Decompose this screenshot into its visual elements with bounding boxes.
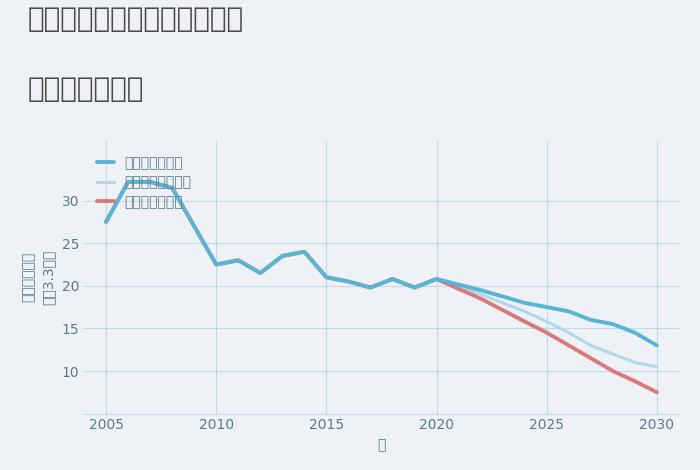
グッドシナリオ: [477, 287, 485, 293]
バッドシナリオ: [477, 296, 485, 301]
バッドシナリオ: [234, 258, 242, 263]
Legend: グッドシナリオ, ノーマルシナリオ, バッドシナリオ: グッドシナリオ, ノーマルシナリオ, バッドシナリオ: [97, 156, 192, 209]
グッドシナリオ: [124, 179, 132, 185]
バッドシナリオ: [653, 390, 662, 395]
バッドシナリオ: [587, 355, 595, 361]
ノーマルシナリオ: [102, 219, 110, 225]
ノーマルシナリオ: [565, 330, 573, 336]
バッドシナリオ: [344, 279, 353, 284]
グッドシナリオ: [433, 276, 441, 282]
グッドシナリオ: [521, 300, 529, 306]
バッドシナリオ: [410, 285, 419, 290]
グッドシナリオ: [300, 249, 309, 255]
グッドシナリオ: [366, 285, 375, 290]
グッドシナリオ: [256, 270, 265, 276]
グッドシナリオ: [344, 279, 353, 284]
バッドシナリオ: [521, 319, 529, 324]
ノーマルシナリオ: [256, 270, 265, 276]
Y-axis label: 単価（万円）
坪（3.3㎡）: 単価（万円） 坪（3.3㎡）: [22, 250, 56, 305]
X-axis label: 年: 年: [377, 438, 386, 452]
ノーマルシナリオ: [410, 285, 419, 290]
バッドシナリオ: [102, 219, 110, 225]
グッドシナリオ: [278, 253, 286, 259]
バッドシナリオ: [146, 179, 154, 185]
ノーマルシナリオ: [234, 258, 242, 263]
ノーマルシナリオ: [344, 279, 353, 284]
グッドシナリオ: [587, 317, 595, 323]
グッドシナリオ: [322, 274, 330, 280]
グッドシナリオ: [190, 223, 198, 229]
グッドシナリオ: [631, 330, 639, 336]
グッドシナリオ: [168, 185, 176, 191]
グッドシナリオ: [565, 308, 573, 314]
バッドシナリオ: [631, 378, 639, 384]
グッドシナリオ: [212, 262, 220, 267]
ノーマルシナリオ: [168, 185, 176, 191]
バッドシナリオ: [278, 253, 286, 259]
バッドシナリオ: [190, 223, 198, 229]
バッドシナリオ: [565, 343, 573, 348]
グッドシナリオ: [653, 343, 662, 348]
バッドシナリオ: [322, 274, 330, 280]
バッドシナリオ: [212, 262, 220, 267]
ノーマルシナリオ: [322, 274, 330, 280]
バッドシナリオ: [542, 330, 551, 336]
Text: 土地の価格推移: 土地の価格推移: [28, 75, 144, 103]
グッドシナリオ: [234, 258, 242, 263]
グッドシナリオ: [410, 285, 419, 290]
バッドシナリオ: [609, 368, 617, 374]
Line: ノーマルシナリオ: ノーマルシナリオ: [106, 182, 657, 367]
グッドシナリオ: [542, 304, 551, 310]
ノーマルシナリオ: [190, 223, 198, 229]
ノーマルシナリオ: [653, 364, 662, 369]
Line: グッドシナリオ: グッドシナリオ: [106, 182, 657, 345]
ノーマルシナリオ: [433, 276, 441, 282]
バッドシナリオ: [256, 270, 265, 276]
ノーマルシナリオ: [389, 276, 397, 282]
ノーマルシナリオ: [212, 262, 220, 267]
バッドシナリオ: [124, 179, 132, 185]
ノーマルシナリオ: [609, 351, 617, 357]
グッドシナリオ: [389, 276, 397, 282]
バッドシナリオ: [300, 249, 309, 255]
ノーマルシナリオ: [477, 291, 485, 297]
グッドシナリオ: [609, 321, 617, 327]
ノーマルシナリオ: [521, 308, 529, 314]
グッドシナリオ: [102, 219, 110, 225]
ノーマルシナリオ: [631, 360, 639, 365]
グッドシナリオ: [146, 179, 154, 185]
バッドシナリオ: [366, 285, 375, 290]
ノーマルシナリオ: [300, 249, 309, 255]
ノーマルシナリオ: [587, 343, 595, 348]
バッドシナリオ: [433, 276, 441, 282]
ノーマルシナリオ: [542, 319, 551, 324]
ノーマルシナリオ: [278, 253, 286, 259]
Line: バッドシナリオ: バッドシナリオ: [106, 182, 657, 392]
Text: 奈良県磯城郡三宅町上但馬の: 奈良県磯城郡三宅町上但馬の: [28, 5, 244, 33]
ノーマルシナリオ: [366, 285, 375, 290]
バッドシナリオ: [168, 185, 176, 191]
バッドシナリオ: [389, 276, 397, 282]
ノーマルシナリオ: [146, 179, 154, 185]
ノーマルシナリオ: [124, 179, 132, 185]
